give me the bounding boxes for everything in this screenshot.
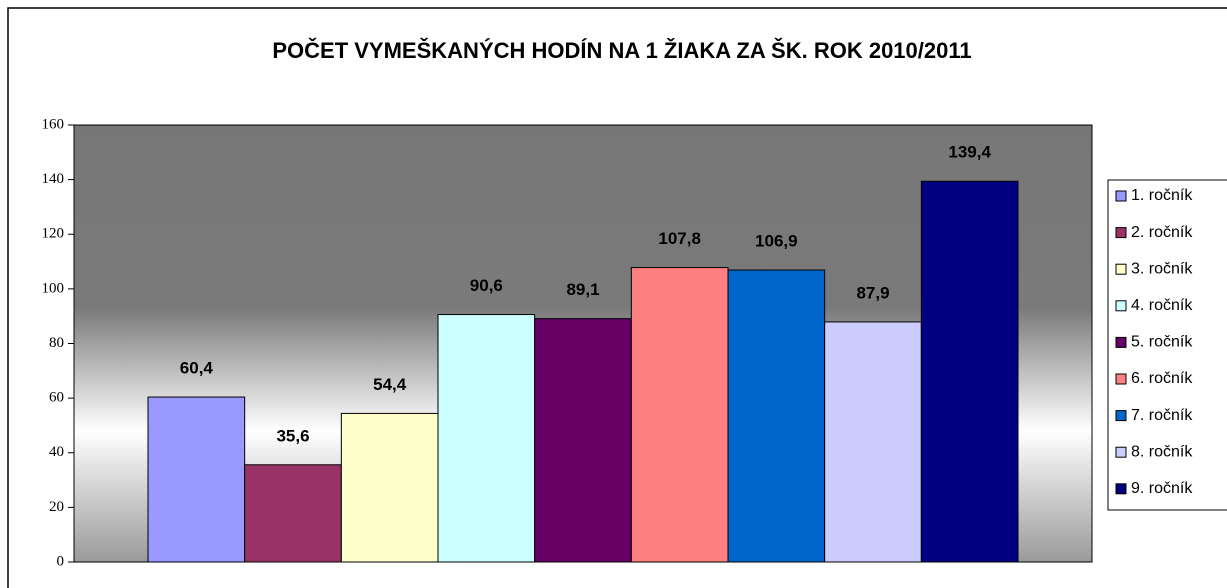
legend-label: 3. ročník	[1131, 260, 1193, 277]
chart-title: POČET VYMEŠKANÝCH HODÍN NA 1 ŽIAKA ZA ŠK…	[272, 38, 971, 63]
y-tick-label: 100	[42, 280, 65, 296]
legend-label: 1. ročník	[1131, 187, 1193, 204]
bar	[244, 464, 342, 563]
value-label: 106,9	[755, 232, 798, 251]
legend-swatch	[1115, 227, 1127, 239]
bar	[437, 314, 536, 563]
value-label: 60,4	[180, 359, 214, 378]
y-tick-label: 60	[49, 390, 64, 406]
bar	[727, 269, 826, 563]
legend-label: 6. ročník	[1131, 370, 1193, 387]
legend-label: 5. ročník	[1131, 334, 1193, 351]
legend-swatch	[1115, 263, 1127, 275]
bar	[147, 396, 246, 563]
bar	[920, 180, 1019, 563]
y-tick-label: 20	[49, 499, 64, 515]
value-label: 107,8	[658, 229, 701, 248]
y-tick-label: 120	[42, 226, 65, 242]
legend-swatch	[1115, 410, 1127, 422]
legend	[1107, 179, 1227, 511]
legend-swatch	[1115, 483, 1127, 495]
legend-label: 7. ročník	[1131, 407, 1193, 424]
y-tick-label: 140	[42, 171, 65, 187]
value-label: 89,1	[566, 280, 599, 299]
legend-swatch	[1115, 336, 1127, 348]
y-tick-label: 80	[49, 335, 64, 351]
bar	[824, 321, 922, 563]
legend-label: 9. ročník	[1131, 480, 1193, 497]
value-label: 35,6	[276, 426, 309, 445]
legend-swatch	[1115, 446, 1127, 458]
legend-label: 8. ročník	[1131, 443, 1193, 460]
legend-label: 2. ročník	[1131, 224, 1193, 241]
legend-swatch	[1115, 300, 1127, 312]
y-tick-label: 0	[57, 553, 65, 569]
y-tick-label: 40	[49, 444, 64, 460]
value-label: 54,4	[373, 375, 407, 394]
y-tick-label: 160	[42, 116, 65, 132]
value-label: 139,4	[948, 143, 991, 162]
legend-label: 4. ročník	[1131, 297, 1193, 314]
value-label: 87,9	[856, 283, 889, 302]
value-label: 90,6	[470, 276, 503, 295]
legend-swatch	[1115, 190, 1127, 202]
bar	[534, 318, 632, 563]
legend-swatch	[1115, 373, 1127, 385]
bar	[630, 267, 729, 563]
bar	[340, 412, 439, 563]
